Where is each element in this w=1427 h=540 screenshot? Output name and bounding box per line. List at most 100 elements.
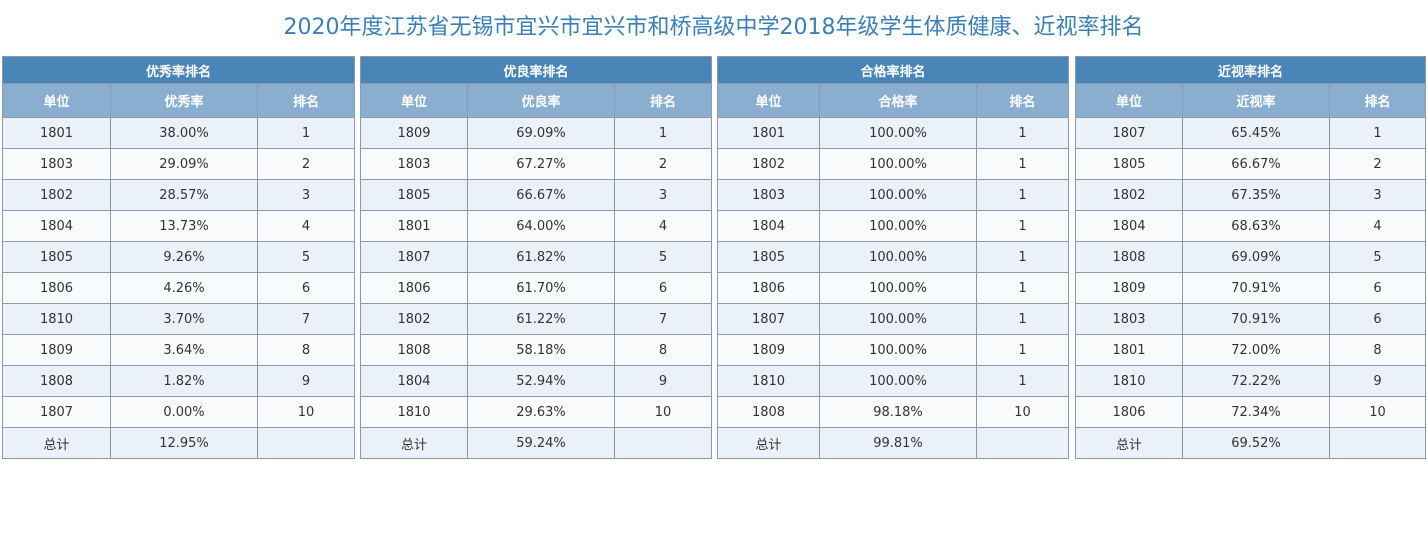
table-row: 1804 52.94% 9 bbox=[360, 365, 713, 397]
cell-unit: 1810 bbox=[2, 303, 111, 335]
table-row: 1806 72.34% 10 bbox=[1075, 396, 1427, 428]
cell-rate: 70.91% bbox=[1182, 303, 1330, 335]
table-row: 1805 100.00% 1 bbox=[717, 241, 1070, 273]
column-header-rank: 排名 bbox=[1328, 83, 1427, 118]
table-row: 1807 61.82% 5 bbox=[360, 241, 713, 273]
cell-unit: 1809 bbox=[717, 334, 820, 366]
table-row: 1802 100.00% 1 bbox=[717, 148, 1070, 180]
cell-rate: 69.09% bbox=[1182, 241, 1330, 273]
cell-rank: 1 bbox=[975, 210, 1070, 242]
cell-rate: 3.64% bbox=[110, 334, 258, 366]
cell-unit: 1804 bbox=[717, 210, 820, 242]
excellent-rate-table: 优秀率排名 单位 优秀率 排名 1801 38.00% 1 1803 29.09% 2 … bbox=[1, 56, 356, 459]
table-row: 1801 64.00% 4 bbox=[360, 210, 713, 242]
cell-rate: 65.45% bbox=[1182, 117, 1330, 149]
cell-rate: 4.26% bbox=[110, 272, 258, 304]
cell-rank: 6 bbox=[613, 272, 713, 304]
cell-rank: 5 bbox=[256, 241, 356, 273]
cell-unit: 1808 bbox=[360, 334, 468, 366]
cell-rate: 61.70% bbox=[467, 272, 615, 304]
cell-rate: 72.22% bbox=[1182, 365, 1330, 397]
cell-rank: 4 bbox=[1328, 210, 1427, 242]
cell-rate: 100.00% bbox=[819, 117, 977, 149]
cell-total-rate: 99.81% bbox=[819, 427, 977, 459]
cell-rank: 5 bbox=[613, 241, 713, 273]
cell-rate: 66.67% bbox=[467, 179, 615, 211]
cell-unit: 1804 bbox=[1075, 210, 1183, 242]
table-title: 近视率排名 bbox=[1074, 56, 1427, 84]
cell-unit: 1806 bbox=[360, 272, 468, 304]
cell-rate: 29.63% bbox=[467, 396, 615, 428]
cell-total-rank bbox=[975, 427, 1070, 459]
cell-unit: 1801 bbox=[717, 117, 820, 149]
cell-unit: 1808 bbox=[2, 365, 111, 397]
cell-unit: 1807 bbox=[360, 241, 468, 273]
cell-rate: 66.67% bbox=[1182, 148, 1330, 180]
cell-rank: 2 bbox=[613, 148, 713, 180]
cell-rank: 1 bbox=[1328, 117, 1427, 149]
table-row: 1806 61.70% 6 bbox=[360, 272, 713, 304]
cell-rank: 10 bbox=[256, 396, 356, 428]
cell-rank: 1 bbox=[975, 272, 1070, 304]
cell-rank: 7 bbox=[613, 303, 713, 335]
total-row: 总计 12.95% bbox=[2, 427, 356, 459]
cell-unit: 1803 bbox=[2, 148, 111, 180]
cell-rate: 98.18% bbox=[819, 396, 977, 428]
table-row: 1803 100.00% 1 bbox=[717, 179, 1070, 211]
table-title: 优秀率排名 bbox=[1, 56, 356, 84]
table-row: 1805 66.67% 3 bbox=[360, 179, 713, 211]
table-row: 1805 9.26% 5 bbox=[2, 241, 356, 273]
table-row: 1802 28.57% 3 bbox=[2, 179, 356, 211]
cell-rate: 67.35% bbox=[1182, 179, 1330, 211]
cell-rank: 8 bbox=[613, 334, 713, 366]
cell-rate: 61.82% bbox=[467, 241, 615, 273]
cell-rank: 1 bbox=[975, 334, 1070, 366]
cell-rank: 1 bbox=[975, 117, 1070, 149]
cell-unit: 1810 bbox=[360, 396, 468, 428]
cell-unit: 1805 bbox=[1075, 148, 1183, 180]
cell-rank: 10 bbox=[1328, 396, 1427, 428]
cell-unit: 1807 bbox=[717, 303, 820, 335]
cell-rank: 3 bbox=[613, 179, 713, 211]
cell-unit: 1802 bbox=[360, 303, 468, 335]
cell-rate: 67.27% bbox=[467, 148, 615, 180]
cell-rank: 7 bbox=[256, 303, 356, 335]
cell-unit: 1804 bbox=[2, 210, 111, 242]
cell-unit: 1806 bbox=[717, 272, 820, 304]
table-row: 1806 100.00% 1 bbox=[717, 272, 1070, 304]
cell-unit: 1810 bbox=[1075, 365, 1183, 397]
cell-rate: 52.94% bbox=[467, 365, 615, 397]
page-title: 2020年度江苏省无锡市宜兴市宜兴市和桥高级中学2018年级学生体质健康、近视率… bbox=[283, 15, 1144, 40]
column-header-unit: 单位 bbox=[717, 83, 820, 118]
cell-total-label: 总计 bbox=[717, 427, 820, 459]
cell-rate: 100.00% bbox=[819, 148, 977, 180]
cell-rank: 2 bbox=[1328, 148, 1427, 180]
cell-rank: 5 bbox=[1328, 241, 1427, 273]
total-row: 总计 59.24% bbox=[360, 427, 713, 459]
cell-rank: 8 bbox=[256, 334, 356, 366]
table-row: 1801 38.00% 1 bbox=[2, 117, 356, 149]
cell-unit: 1805 bbox=[717, 241, 820, 273]
cell-rate: 1.82% bbox=[110, 365, 258, 397]
cell-total-rate: 69.52% bbox=[1182, 427, 1330, 459]
column-header-unit: 单位 bbox=[360, 83, 468, 118]
cell-total-rank bbox=[1328, 427, 1427, 459]
cell-rank: 10 bbox=[975, 396, 1070, 428]
cell-rank: 3 bbox=[256, 179, 356, 211]
cell-total-label: 总计 bbox=[1075, 427, 1183, 459]
column-header-unit: 单位 bbox=[1075, 83, 1183, 118]
table-row: 1802 61.22% 7 bbox=[360, 303, 713, 335]
cell-unit: 1801 bbox=[360, 210, 468, 242]
cell-rate: 68.63% bbox=[1182, 210, 1330, 242]
cell-total-rate: 59.24% bbox=[467, 427, 615, 459]
table-row: 1808 69.09% 5 bbox=[1075, 241, 1427, 273]
table-title: 合格率排名 bbox=[716, 56, 1070, 84]
table-row: 1804 100.00% 1 bbox=[717, 210, 1070, 242]
column-header-rank: 排名 bbox=[256, 83, 356, 118]
table-row: 1807 0.00% 10 bbox=[2, 396, 356, 428]
cell-rate: 100.00% bbox=[819, 179, 977, 211]
cell-rate: 28.57% bbox=[110, 179, 258, 211]
myopia-rate-table: 近视率排名 单位 近视率 排名 1807 65.45% 1 1805 66.67% 2 … bbox=[1074, 56, 1427, 459]
cell-total-label: 总计 bbox=[2, 427, 111, 459]
cell-rate: 13.73% bbox=[110, 210, 258, 242]
